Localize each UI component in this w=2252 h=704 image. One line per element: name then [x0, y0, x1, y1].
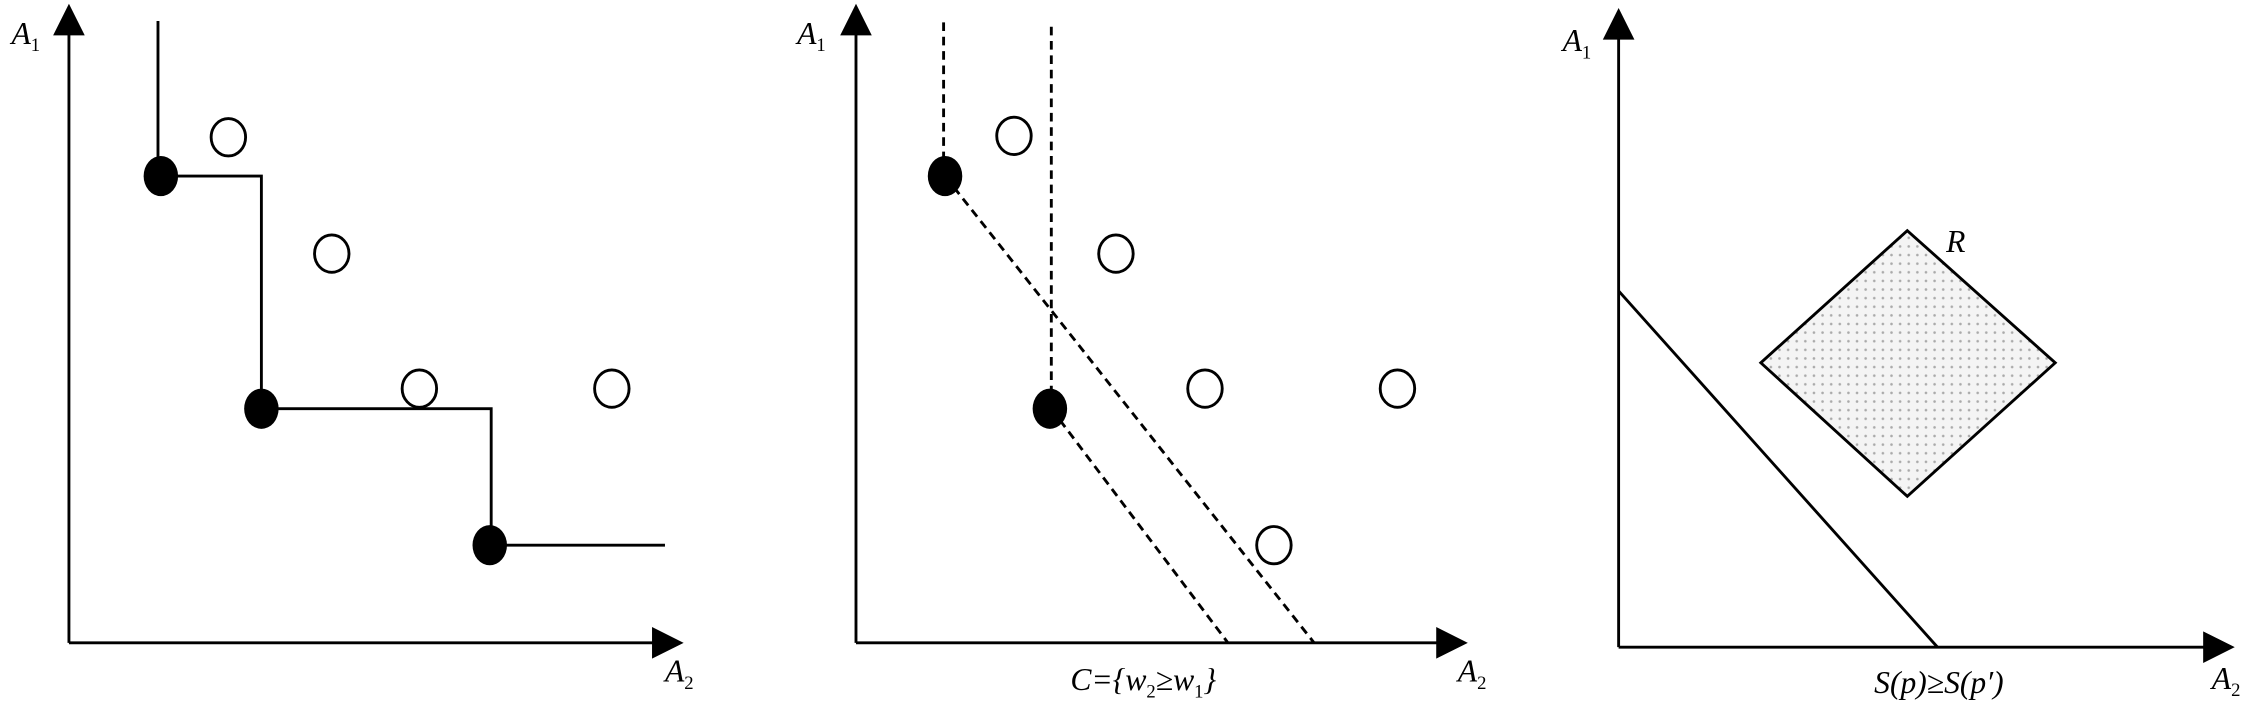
point	[1255, 525, 1293, 566]
point	[244, 388, 279, 429]
point	[143, 155, 179, 197]
caption: C={w2≥w1}	[1070, 662, 1216, 702]
panel: R A1 A2 S(p)≥S(p′)	[1561, 8, 2241, 701]
x-axis-label: A2	[2210, 661, 2241, 701]
boundary-line	[1617, 290, 1939, 649]
point	[313, 233, 351, 274]
point	[472, 525, 507, 566]
point	[1032, 388, 1068, 429]
point	[209, 117, 248, 158]
caption: S(p)≥S(p′)	[1874, 665, 2003, 700]
y-axis-label: A1	[795, 16, 826, 56]
panel: A1 A2 C={w2≥w1}	[795, 3, 1487, 702]
point	[400, 368, 439, 409]
y-axis-label: A1	[1561, 23, 1592, 63]
region-label: R	[1945, 224, 1965, 259]
point	[1186, 368, 1224, 409]
arrow	[53, 3, 85, 36]
point	[927, 155, 963, 197]
point	[1097, 233, 1135, 274]
point	[593, 368, 631, 409]
dashed-line	[943, 175, 1316, 644]
point	[1378, 368, 1417, 409]
y-axis-label: A1	[9, 16, 40, 56]
arrow	[1602, 8, 1635, 40]
point	[995, 115, 1033, 156]
dashed-line	[1050, 407, 1230, 644]
staircase	[156, 20, 665, 547]
x-axis-label: A2	[663, 654, 694, 694]
arrow	[840, 3, 872, 36]
arrow	[2203, 631, 2235, 663]
arrow	[1436, 627, 1468, 659]
arrow	[652, 627, 684, 659]
panel: A1 A2	[9, 3, 694, 694]
region	[1758, 228, 2058, 499]
x-axis-label: A2	[1456, 654, 1487, 694]
